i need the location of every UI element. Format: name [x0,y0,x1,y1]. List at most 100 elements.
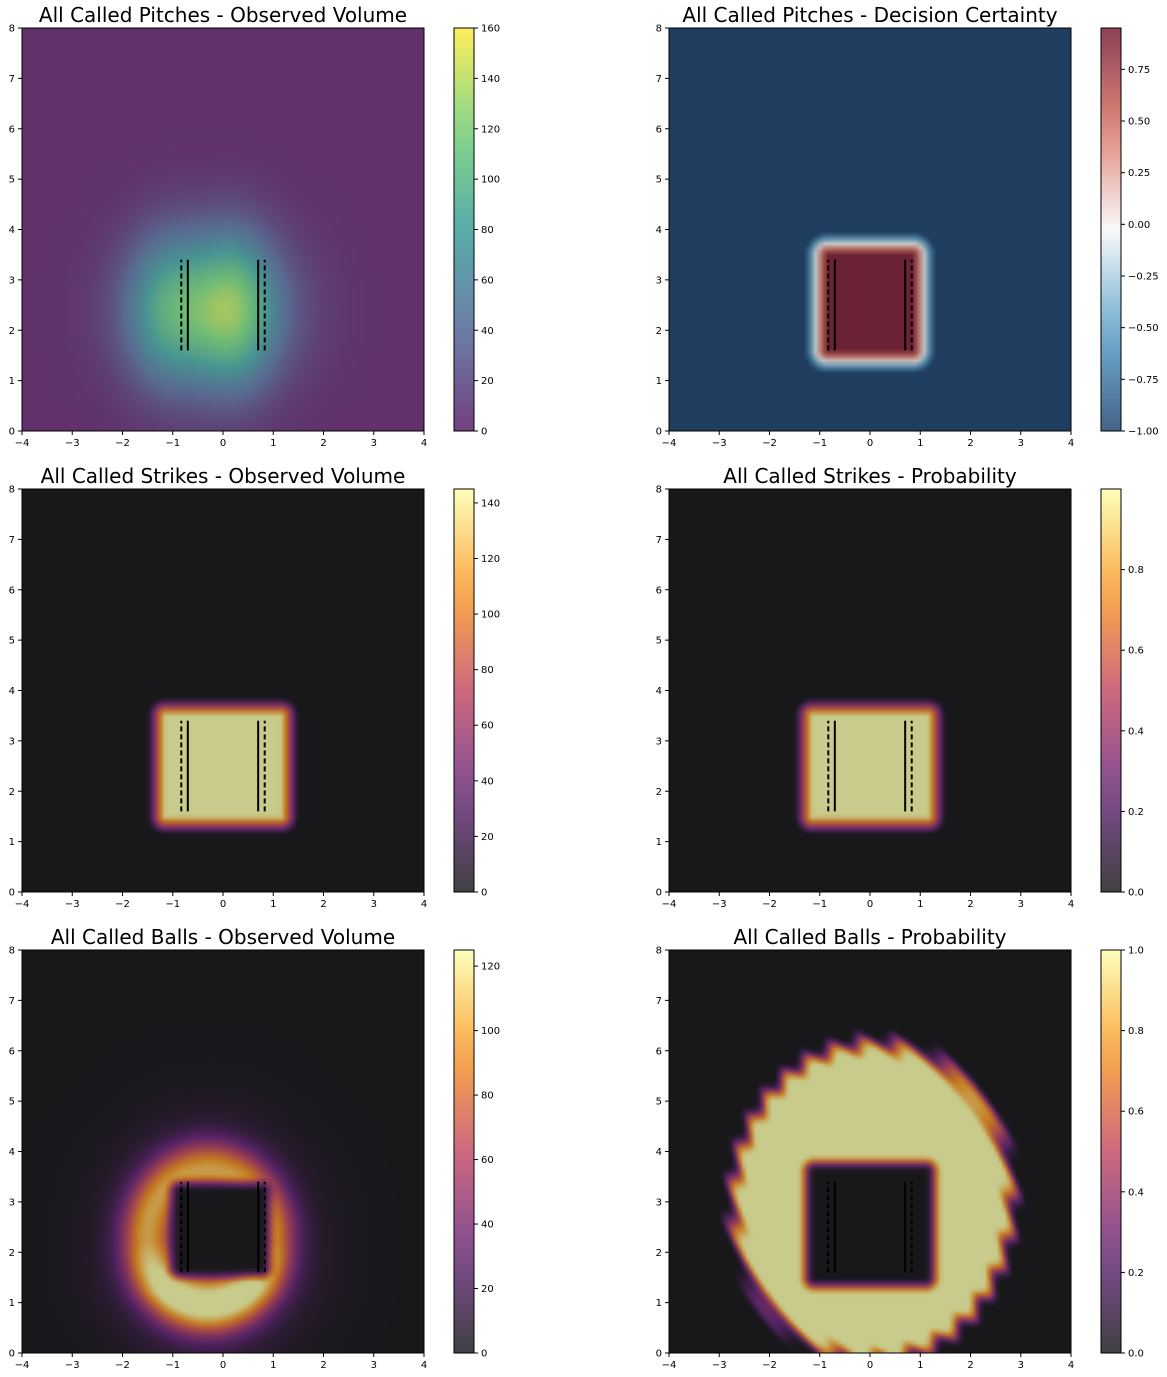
y-tick-label: 4 [9,225,15,236]
colorbar-tick-label: −0.50 [1128,323,1159,334]
colorbar-tick-label: 20 [481,832,494,843]
y-tick-label: 0 [656,427,662,438]
x-tick-label: 0 [867,1360,873,1371]
colorbar-tick-label: −0.25 [1128,272,1159,283]
colorbar-tick-label: 120 [481,554,500,565]
colorbar-tick-label: 1.0 [1128,946,1144,957]
colorbar-tick-label: 0.50 [1128,117,1150,128]
colorbar-tick-label: −1.00 [1128,427,1159,438]
colorbar-tick-label: 0.4 [1128,1187,1144,1198]
x-tick-label: −2 [115,1360,130,1371]
x-tick-label: 3 [371,1360,377,1371]
colorbar-tick-label: 80 [481,1091,494,1102]
x-tick-label: 3 [1018,899,1024,910]
x-tick-label: −2 [762,438,777,449]
x-tick-label: 1 [917,899,923,910]
x-tick-label: −4 [662,1360,677,1371]
x-tick-label: 0 [220,438,226,449]
y-tick-label: 2 [9,787,15,798]
y-tick-label: 2 [656,787,662,798]
colorbar-tick-label: 0.6 [1128,646,1144,657]
chart-title: All Called Balls - Probability [733,925,1007,949]
y-tick-label: 1 [656,376,662,387]
colorbar-tick-label: 0.00 [1128,220,1150,231]
colorbar-tick-label: 140 [481,74,500,85]
x-tick-label: −3 [712,1360,727,1371]
colorbar-tick-label: 0.75 [1128,65,1150,76]
colorbar-tick-label: 100 [481,1026,500,1037]
y-tick-label: 8 [9,485,15,496]
y-tick-label: 7 [656,74,662,85]
y-tick-label: 4 [9,686,15,697]
heatmap-image [669,950,1071,1353]
colorbar-tick-label: 80 [481,225,494,236]
y-tick-label: 2 [656,326,662,337]
x-tick-label: −3 [65,1360,80,1371]
colorbar [453,488,475,893]
x-tick-label: −4 [662,438,677,449]
x-tick-label: 0 [867,438,873,449]
y-tick-label: 5 [9,636,15,647]
y-tick-label: 5 [9,1097,15,1108]
y-tick-label: 3 [9,275,15,286]
x-tick-label: −1 [165,1360,180,1371]
x-tick-label: −2 [115,438,130,449]
y-tick-label: 4 [9,1147,15,1158]
x-tick-label: 4 [421,438,427,449]
y-tick-label: 6 [9,1046,15,1057]
y-tick-label: 1 [656,1298,662,1309]
x-tick-label: −4 [15,899,30,910]
y-tick-label: 4 [656,686,662,697]
y-tick-label: 7 [9,74,15,85]
colorbar-tick-label: 0.8 [1128,1026,1144,1037]
y-tick-label: 6 [656,124,662,135]
colorbar-tick-label: 40 [481,1220,494,1231]
y-tick-label: 8 [9,946,15,957]
x-tick-label: 2 [967,438,973,449]
colorbar [1100,488,1122,893]
x-tick-label: 4 [421,1360,427,1371]
colorbar-tick-label: 0.8 [1128,565,1144,576]
colorbar [1100,949,1122,1354]
y-tick-label: 7 [9,996,15,1007]
chart-title: All Called Strikes - Probability [723,464,1017,488]
y-tick-label: 8 [656,24,662,35]
colorbar-tick-label: 40 [481,326,494,337]
y-tick-label: 5 [656,1097,662,1108]
y-tick-label: 1 [9,376,15,387]
colorbar-tick-label: 0.2 [1128,1268,1144,1279]
y-tick-label: 0 [9,888,15,899]
x-tick-label: −2 [762,1360,777,1371]
colorbar-tick-label: 160 [481,24,500,35]
chart-title: All Called Pitches - Observed Volume [38,3,408,27]
x-tick-label: 2 [967,1360,973,1371]
y-tick-label: 3 [9,1197,15,1208]
y-tick-label: 2 [9,1248,15,1259]
y-tick-label: 5 [9,175,15,186]
y-tick-label: 8 [656,946,662,957]
x-tick-label: 1 [917,438,923,449]
x-tick-label: −3 [712,438,727,449]
x-tick-label: 0 [220,1360,226,1371]
y-tick-label: 6 [656,1046,662,1057]
x-tick-label: 1 [270,1360,276,1371]
y-tick-label: 3 [656,275,662,286]
x-tick-label: −4 [15,438,30,449]
x-tick-label: 2 [320,438,326,449]
colorbar-tick-label: 120 [481,962,500,973]
colorbar-tick-label: 0.6 [1128,1107,1144,1118]
colorbar-tick-label: 40 [481,776,494,787]
x-tick-label: −4 [15,1360,30,1371]
y-tick-label: 8 [9,24,15,35]
x-tick-label: 2 [320,1360,326,1371]
y-tick-label: 7 [656,535,662,546]
colorbar-tick-label: 0 [481,888,487,899]
y-tick-label: 4 [656,225,662,236]
y-tick-label: 6 [656,585,662,596]
y-tick-label: 7 [9,535,15,546]
colorbar-tick-label: 120 [481,124,500,135]
heatmap-image [22,28,424,431]
colorbar-tick-label: −0.75 [1128,375,1159,386]
colorbar [453,27,475,432]
